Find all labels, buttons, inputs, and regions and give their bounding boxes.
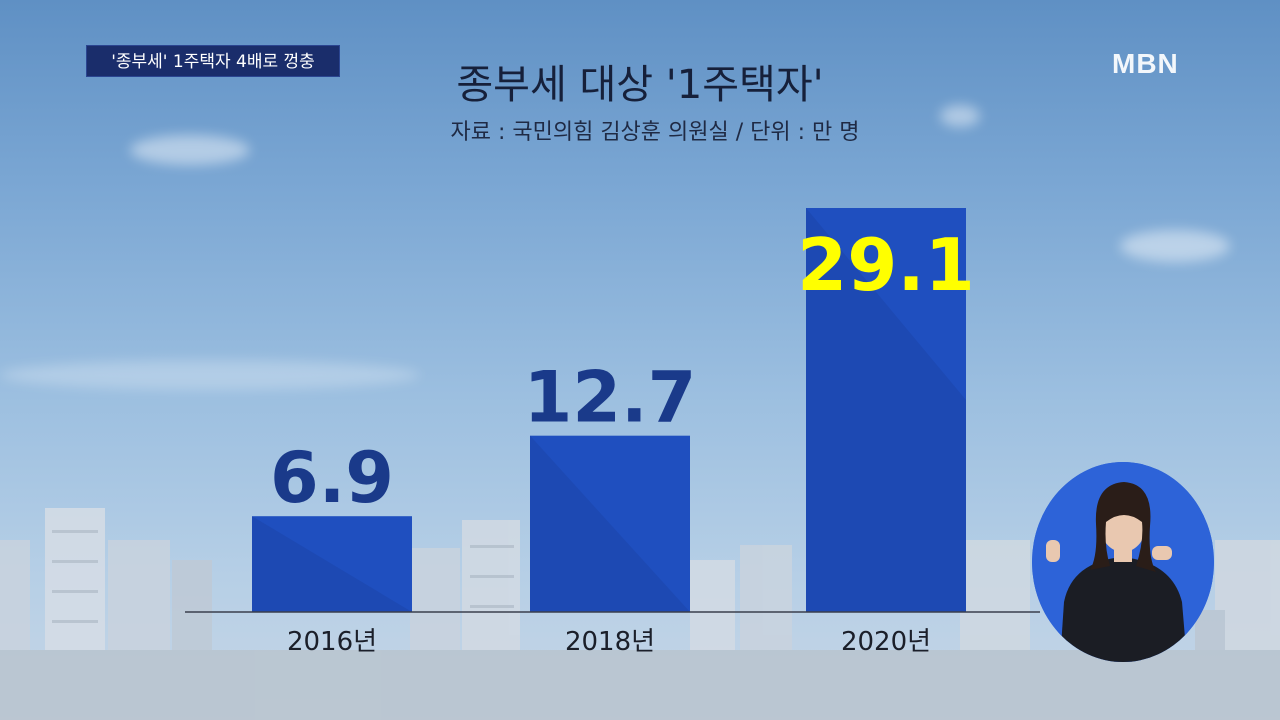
cloud (940, 105, 980, 127)
chart-subtitle: 자료 : 국민의힘 김상훈 의원실 / 단위 : 만 명 (450, 120, 860, 145)
bar-shading (806, 208, 966, 612)
cloud (130, 135, 250, 165)
value-label: 29.1 (797, 223, 975, 307)
mbn-logo: MBN (1112, 48, 1179, 79)
bar-2020년 (806, 208, 966, 612)
category-label: 2016년 (287, 627, 377, 657)
chart-title: 종부세 대상 '1주택자' (456, 62, 824, 108)
category-label: 2020년 (841, 627, 931, 657)
sign-language-interpreter-icon (1032, 462, 1214, 662)
cloud (0, 360, 420, 390)
bar-2016년 (252, 516, 412, 612)
value-label: 6.9 (270, 437, 394, 519)
bar-shading (530, 435, 690, 612)
category-label: 2018년 (565, 627, 655, 657)
bar-2018년 (530, 435, 690, 612)
cloud (1120, 230, 1230, 262)
value-label: 12.7 (524, 357, 697, 439)
bar-shading (252, 516, 412, 612)
news-ticker: '종부세' 1주택자 4배로 껑충 (86, 45, 340, 77)
